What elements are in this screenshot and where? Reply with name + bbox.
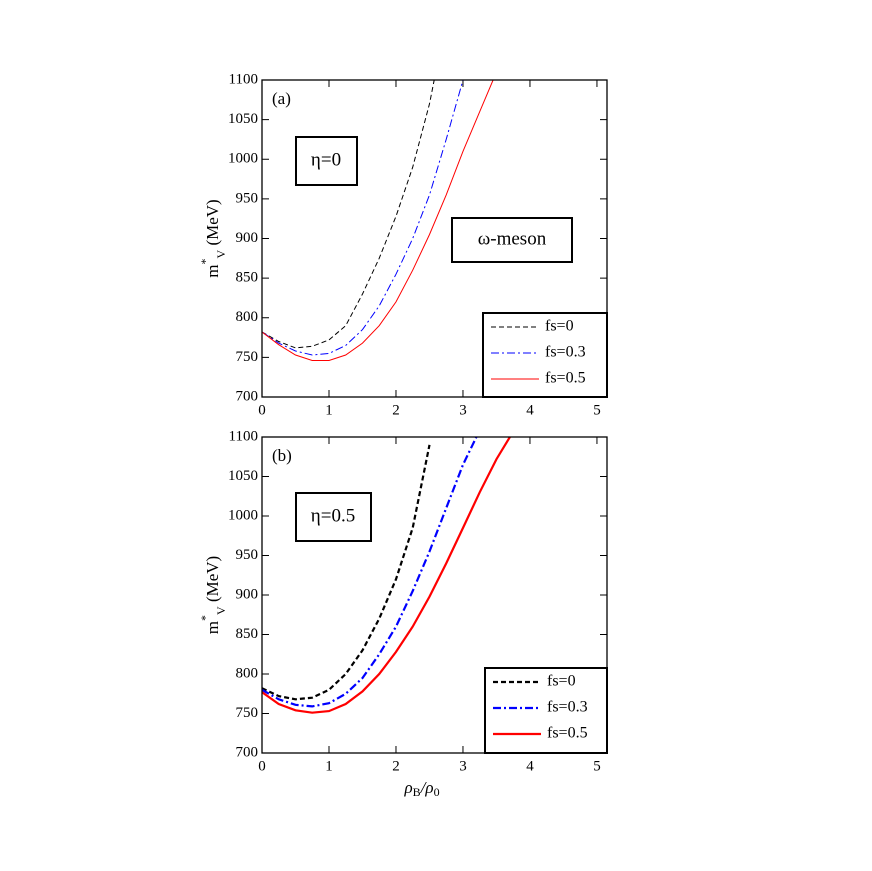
x-tick-label: 3 xyxy=(459,758,467,774)
y-tick-label: 900 xyxy=(236,230,259,246)
annotation-box xyxy=(295,492,372,542)
y-tick-label: 800 xyxy=(236,309,259,325)
x-axis-label-part: 0 xyxy=(434,785,440,799)
y-tick-label: 750 xyxy=(236,349,259,365)
x-tick-label: 5 xyxy=(593,758,601,774)
x-tick-label: 1 xyxy=(325,758,333,774)
y-axis-label: m*V (MeV) xyxy=(198,199,228,277)
x-tick-label: 4 xyxy=(526,758,534,774)
legend-label: fs=0.5 xyxy=(545,370,586,387)
x-tick-label: 3 xyxy=(459,402,467,418)
y-axis-label-part: * xyxy=(198,258,212,264)
legend-label: fs=0.3 xyxy=(545,344,586,361)
plot-frame xyxy=(261,79,608,398)
y-tick-label: 700 xyxy=(236,744,259,760)
legend-label: fs=0 xyxy=(547,673,576,690)
panel: 700 750 800 850 900 950 1000 1050 1100 0 1 2 3 4 5 (b) η… xyxy=(198,428,608,799)
x-axis-label: ρB/ρ0 xyxy=(404,778,440,799)
annotation: η=0 xyxy=(311,149,341,170)
series-line xyxy=(262,80,464,356)
y-tick-label: 800 xyxy=(236,665,259,681)
panel-label: (b) xyxy=(272,446,292,465)
y-axis-label-part: (MeV) xyxy=(203,199,222,250)
annotation: ω-meson xyxy=(478,228,547,249)
y-axis-label-part: (MeV) xyxy=(203,556,222,607)
x-tick-label: 1 xyxy=(325,402,333,418)
series-line xyxy=(262,444,431,701)
y-tick-label: 950 xyxy=(236,547,259,563)
x-tick-label: 5 xyxy=(593,402,601,418)
x-tick-label: 4 xyxy=(526,402,534,418)
annotation-box xyxy=(295,136,358,186)
y-axis-label-part: m xyxy=(203,264,222,277)
x-axis-label-part: /ρ xyxy=(420,778,434,797)
x-axis-label-part: ρ xyxy=(404,778,413,797)
y-tick-label: 850 xyxy=(236,626,259,642)
y-axis-label-part: * xyxy=(198,615,212,621)
y-axis-label-part: V xyxy=(214,606,228,615)
y-tick-label: 850 xyxy=(236,270,259,286)
series-line xyxy=(262,80,494,361)
series-line xyxy=(262,437,478,708)
x-tick-label: 0 xyxy=(258,758,266,774)
y-tick-label: 700 xyxy=(236,388,259,404)
legend-label: fs=0 xyxy=(545,318,574,335)
series-line xyxy=(262,437,511,714)
y-tick-label: 750 xyxy=(236,705,259,721)
y-tick-label: 950 xyxy=(236,190,259,206)
legend-box xyxy=(484,667,608,754)
annotation: η=0.5 xyxy=(311,505,355,526)
y-tick-label: 1050 xyxy=(228,468,258,484)
plot-frame xyxy=(261,436,608,754)
legend-label: fs=0.3 xyxy=(547,699,588,716)
x-axis-label-part: B xyxy=(413,785,421,799)
x-tick-label: 2 xyxy=(392,758,400,774)
y-tick-label: 900 xyxy=(236,586,259,602)
panel-label: (a) xyxy=(272,89,291,108)
y-tick-label: 1100 xyxy=(229,71,258,87)
y-tick-label: 1000 xyxy=(228,507,258,523)
legend-label: fs=0.5 xyxy=(547,725,588,742)
y-tick-label: 1000 xyxy=(228,151,258,167)
annotation-box xyxy=(451,217,573,263)
panel: 700 750 800 850 900 950 1000 1050 1100 0 1 2 3 4 5 (a) η… xyxy=(198,71,608,418)
y-axis-label: m*V (MeV) xyxy=(198,556,228,634)
x-tick-label: 2 xyxy=(392,402,400,418)
y-tick-label: 1100 xyxy=(229,428,258,444)
y-axis-label-part: V xyxy=(214,249,228,258)
x-tick-label: 0 xyxy=(258,402,266,418)
series-line xyxy=(262,80,435,349)
y-tick-label: 1050 xyxy=(228,111,258,127)
y-axis-label-part: m xyxy=(203,621,222,634)
